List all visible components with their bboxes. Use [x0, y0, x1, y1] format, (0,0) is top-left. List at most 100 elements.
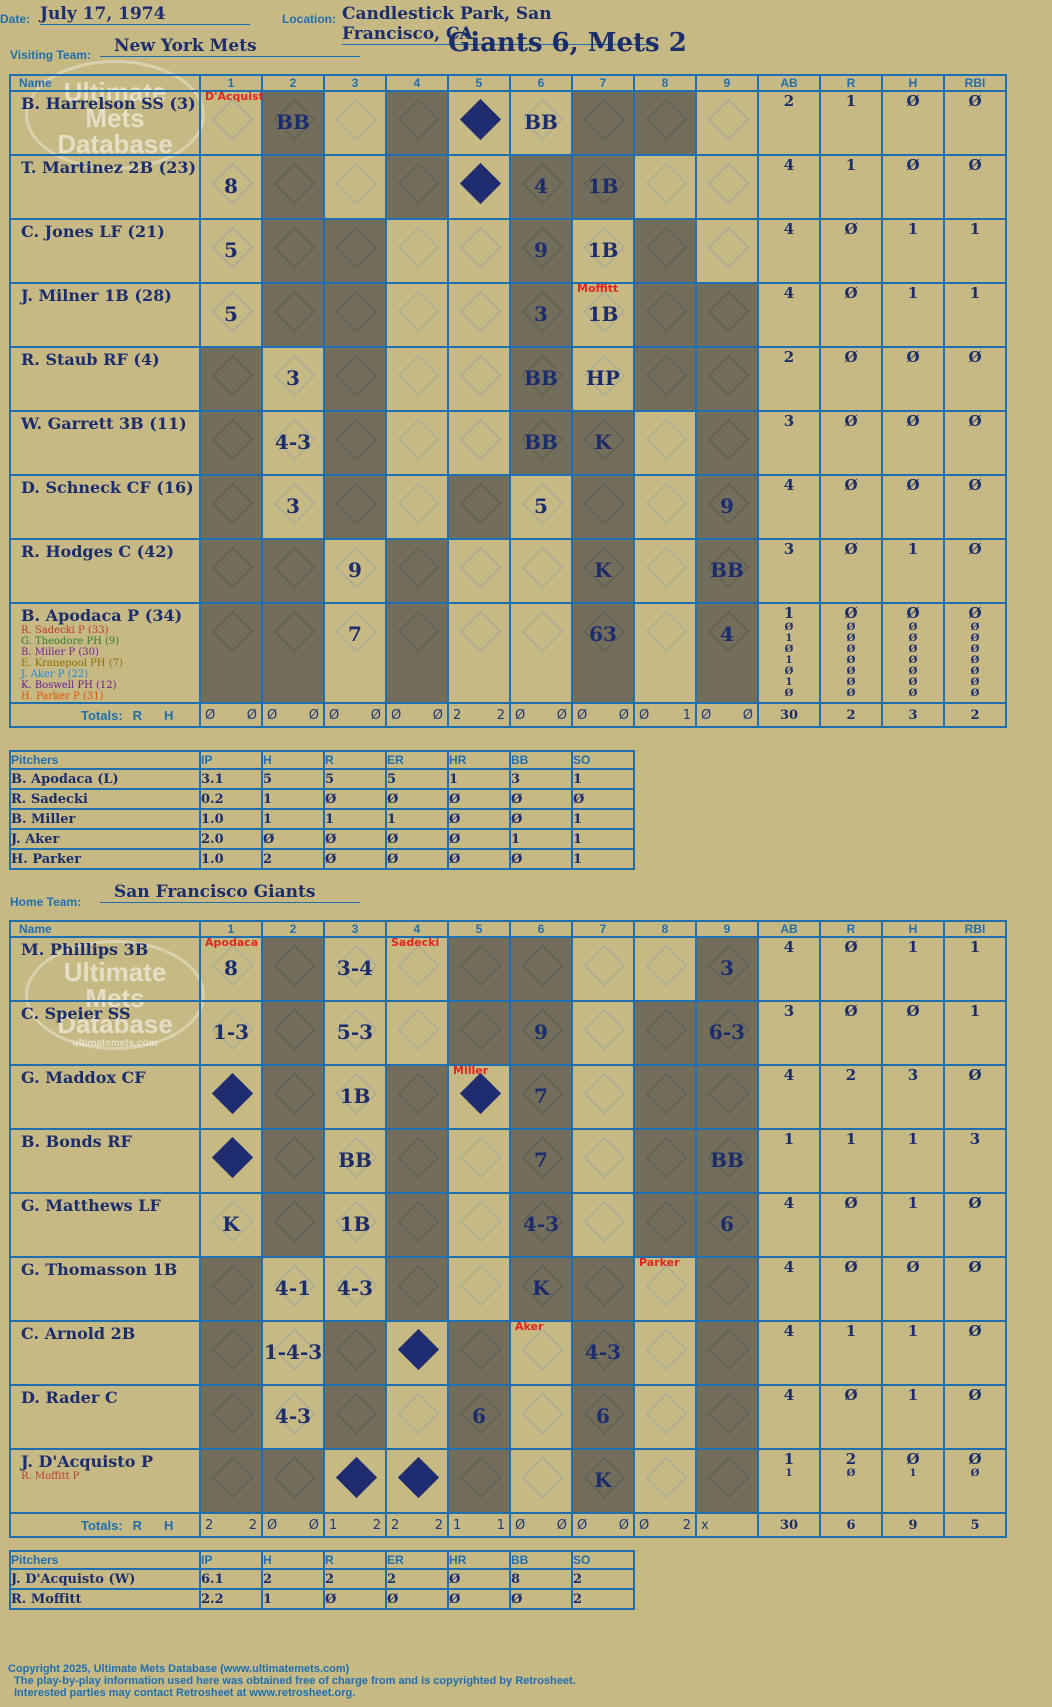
date-label: Date:	[0, 12, 31, 26]
base-diamond	[521, 1328, 564, 1371]
substitute-name: G. Theodore PH (9)	[21, 636, 120, 647]
play-result: 1B	[587, 302, 619, 326]
inning-cell	[633, 1192, 697, 1258]
pitcher-stat: 1.0	[199, 848, 263, 870]
game-total-r: 6	[819, 1512, 883, 1538]
inning-cell	[695, 1448, 759, 1514]
totals-label: Totals: R H	[9, 1512, 201, 1538]
stat-r: 1	[819, 90, 883, 156]
inning-cell	[447, 1256, 511, 1322]
inning-cell: HP	[571, 346, 635, 412]
pitching-change-label: D'Acquisto	[205, 90, 272, 103]
base-diamond	[645, 1008, 688, 1051]
inning-cell	[261, 1000, 325, 1066]
batter-row: G. Matthews LF K 1B 4-3 6 4 Ø 1 Ø	[9, 1192, 1007, 1258]
pitcher-stat: 1	[571, 848, 635, 870]
batter-row: C. Speier SS 1-3 5-3 9 6-3 3 Ø Ø 1	[9, 1000, 1007, 1066]
pitcher-stat: 2.0	[199, 828, 263, 850]
stat-r: Ø	[819, 936, 883, 1002]
substitute-stat: 1	[785, 677, 793, 688]
substitute-name: J. Aker P (22)	[21, 669, 89, 680]
base-diamond	[211, 1264, 254, 1307]
substitute-name: K. Boswell PH (12)	[21, 680, 117, 691]
pitcher-stat: Ø	[323, 1588, 387, 1610]
batter-name: D. Schneck CF (16)	[21, 478, 194, 497]
inning-cell: D'Acquisto	[199, 90, 271, 156]
inning-total: x	[695, 1512, 759, 1538]
play-result: 1B	[339, 1084, 371, 1108]
base-diamond	[583, 1136, 626, 1179]
base-diamond	[521, 610, 564, 653]
batter-name: G. Matthews LF	[21, 1196, 161, 1215]
play-result: 9	[720, 494, 734, 518]
pitcher-stat: Ø	[447, 1588, 511, 1610]
base-diamond	[397, 290, 440, 333]
inning-cell	[447, 154, 511, 220]
inning-cell	[385, 602, 449, 704]
batter-row: C. Arnold 2B 1-4-3 Aker 4-3 4 1 1 Ø	[9, 1320, 1007, 1386]
base-diamond	[335, 1328, 378, 1371]
substitute-stat: Ø	[846, 666, 856, 677]
base-diamond	[211, 98, 254, 141]
stat-ab: 4	[757, 282, 821, 348]
visiting-team-value: New York Mets	[100, 36, 360, 57]
pitcher-stat: Ø	[447, 1568, 511, 1590]
stat-rbi: 1	[943, 282, 1007, 348]
batter-row: C. Jones LF (21) 5 9 1B 4 Ø 1 1	[9, 218, 1007, 284]
stat-h: Ø	[881, 154, 945, 220]
base-diamond	[397, 482, 440, 525]
inning-header-6: 6	[509, 74, 573, 92]
substitute-stat: Ø	[970, 633, 980, 644]
substitute-stat: Ø	[846, 633, 856, 644]
stat-h: Ø	[881, 410, 945, 476]
home-pitchers-table: Pitchers IP H R ER HR BB SO J. D'Acquisto (W) 6.1…	[9, 1550, 635, 1610]
base-diamond	[645, 610, 688, 653]
stat-header-h: H	[881, 920, 945, 938]
base-diamond	[645, 1136, 688, 1179]
substitute-stat: Ø	[970, 644, 980, 655]
game-total-r: 2	[819, 702, 883, 728]
pitcher-name: R. Sadecki	[9, 788, 201, 810]
base-diamond	[583, 1264, 626, 1307]
base-diamond	[397, 944, 440, 987]
stat-header-rbi: RBI	[943, 920, 1007, 938]
play-result: 4-3	[274, 430, 312, 454]
game-total-rbi: 5	[943, 1512, 1007, 1538]
inning-cell: Sadecki	[385, 936, 449, 1002]
stat-h: 1	[881, 282, 945, 348]
base-diamond	[645, 1456, 688, 1499]
pitcher-stat: Ø	[509, 788, 573, 810]
pitcher-stat: Ø	[447, 828, 511, 850]
base-diamond	[707, 1264, 750, 1307]
pitcher-header: R	[323, 750, 387, 770]
base-diamond	[645, 1264, 688, 1307]
base-diamond	[211, 418, 254, 461]
inning-cell	[261, 218, 325, 284]
pitcher-stat: 1	[571, 768, 635, 790]
pitcher-row: R. Sadecki 0.2 1 Ø Ø Ø Ø Ø	[9, 788, 635, 810]
pitcher-stat: 2	[323, 1568, 387, 1590]
stat-r: 1	[819, 1128, 883, 1194]
inning-cell	[633, 410, 697, 476]
inning-header-1: 1	[199, 920, 263, 938]
base-diamond	[645, 482, 688, 525]
batter-name: B. Bonds RF	[21, 1132, 132, 1151]
stat-r: Ø	[819, 474, 883, 540]
play-result: 6	[472, 1404, 486, 1428]
inning-cell	[385, 1064, 449, 1130]
inning-cell	[695, 410, 759, 476]
inning-cell	[199, 1320, 263, 1386]
inning-cell: 6-3	[695, 1000, 759, 1066]
inning-cell: 5-3	[323, 1000, 387, 1066]
inning-header-6: 6	[509, 920, 573, 938]
play-result: 8	[224, 956, 238, 980]
pitcher-stat: Ø	[509, 1588, 573, 1610]
substitute-stat: Ø	[908, 677, 918, 688]
play-result: 4	[534, 174, 548, 198]
inning-cell	[571, 474, 635, 540]
inning-cell: 7	[509, 1064, 573, 1130]
base-diamond	[397, 98, 440, 141]
